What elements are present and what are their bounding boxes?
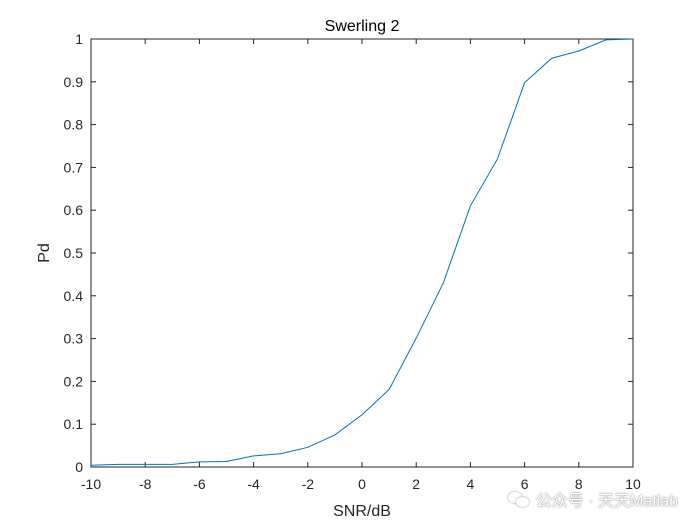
- chart-title: Swerling 2: [325, 18, 400, 35]
- x-tick-label: 8: [575, 476, 583, 492]
- x-tick-label: 10: [625, 476, 641, 492]
- y-tick-label: 0.3: [64, 331, 84, 347]
- y-tick-label: 0.8: [64, 117, 84, 133]
- watermark-text: 公众号 · 天天Matlab: [535, 493, 678, 510]
- series-group: [90, 38, 634, 466]
- x-tick-label: 4: [467, 476, 475, 492]
- x-tick-label: -8: [139, 476, 152, 492]
- y-tick-label: 0.2: [64, 373, 84, 389]
- chat-bubbles-icon: [507, 490, 530, 508]
- x-tick-label: -10: [81, 476, 101, 492]
- x-tick-label: -6: [193, 476, 206, 492]
- y-tick-label: 0.6: [64, 202, 84, 218]
- y-tick-label: 0.1: [64, 416, 84, 432]
- x-axis-ticks: -10 -8 -6 -4 -2 0 2 4 6 8 10: [81, 39, 641, 492]
- y-axis-label: Pd: [36, 243, 53, 263]
- x-axis-label: SNR/dB: [333, 503, 391, 520]
- y-tick-label: 0.4: [64, 288, 84, 304]
- y-tick-label: 1: [75, 31, 83, 47]
- x-tick-label: 2: [412, 476, 420, 492]
- y-axis-ticks: 0 0.1 0.2 0.3 0.4 0.5 0.6 0.7 0.8 0.9 1: [64, 31, 633, 475]
- y-tick-label: 0.7: [64, 159, 84, 175]
- y-tick-label: 0.5: [64, 245, 84, 261]
- pd-series-line: [90, 38, 634, 466]
- axes-box: [90, 38, 634, 468]
- watermark: 公众号 · 天天Matlab: [507, 487, 678, 511]
- y-tick-label: 0.9: [64, 74, 84, 90]
- x-tick-label: -4: [247, 476, 260, 492]
- x-tick-label: -2: [302, 476, 315, 492]
- x-tick-label: 0: [358, 476, 366, 492]
- y-tick-label: 0: [75, 459, 83, 475]
- x-tick-label: 6: [521, 476, 529, 492]
